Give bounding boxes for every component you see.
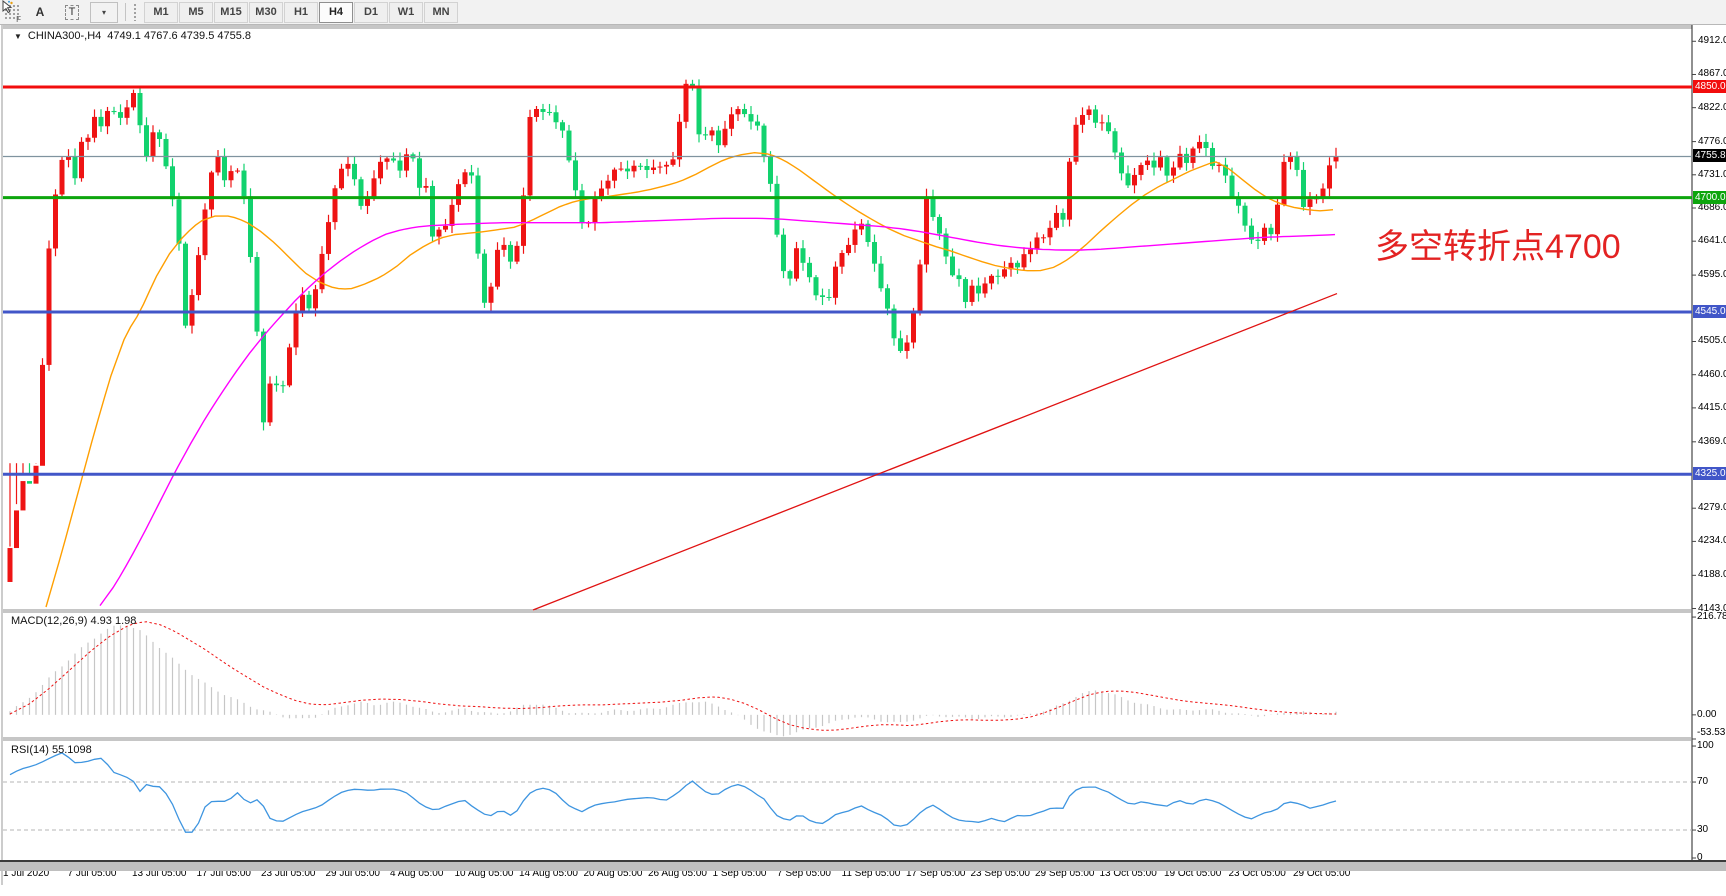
price-level-badge: 4325.0 [1693,467,1726,481]
timeframe-button-m1[interactable]: M1 [144,1,178,23]
macd-scale-label: -53.53 [1697,727,1726,738]
ma-slow-line [99,217,1336,607]
price-level-badge: 4700.0 [1693,190,1726,204]
time-axis-label: 11 Sep 05:00 [841,868,901,879]
time-axis-label: 17 Sep 05:00 [906,868,966,879]
pane-splitter-rsi[interactable] [0,737,1692,741]
timeframe-button-m15[interactable]: M15 [214,1,248,23]
toolbar-separator [125,3,126,21]
timeframe-toolbar: M1 M5 M15 M30 H1 H4 D1 W1 MN [144,1,459,23]
symbol-period-label: CHINA300-,H4 [27,30,102,42]
text-tool-button[interactable]: T [58,2,86,23]
price-tick-label: 4731.0 [1698,168,1726,180]
chart-title: ▼ CHINA300-,H4 4749.1 4767.6 4739.5 4755… [14,30,251,42]
time-axis-label: 14 Aug 05:00 [519,868,578,879]
time-axis-label: 4 Aug 05:00 [390,868,444,879]
price-tick-label: 4188.0 [1698,569,1726,581]
rsi-scale-label: 100 [1697,740,1714,752]
price-tick-label: 4867.0 [1698,68,1726,80]
time-axis-label: 7 Sep 05:00 [777,868,831,879]
time-axis-label: 23 Jul 05:00 [261,868,316,879]
price-level-badge: 4755.8 [1693,149,1726,163]
time-axis-label: 29 Oct 05:00 [1293,868,1351,879]
time-axis-label: 13 Oct 05:00 [1099,868,1157,879]
macd-signal-line [9,621,1337,731]
timeframe-grip-icon[interactable] [133,3,138,21]
ma-fast-line [45,151,1334,608]
time-axis-label: 20 Aug 05:00 [583,868,643,879]
price-tick-label: 4143.0 [1698,602,1726,614]
price-tick-label: 4505.0 [1698,335,1726,347]
time-axis-label: 1 Jul 2020 [3,868,50,879]
price-tick-label: 4460.0 [1698,368,1726,380]
time-axis-label: 1 Sep 05:00 [712,868,767,879]
chevron-down-icon: ▾ [101,7,106,17]
cursor-tool-button[interactable]: ▾ [2,0,118,23]
macd-scale-label: 0.00 [1697,708,1717,720]
chart-canvas[interactable] [0,25,1726,885]
price-tick-label: 4686.0 [1698,201,1726,213]
timeframe-button-mn[interactable]: MN [424,1,458,23]
timeframe-button-h1[interactable]: H1 [284,1,318,23]
price-tick-label: 4912.0 [1698,35,1726,47]
time-axis-label: 7 Jul 05:00 [67,868,117,879]
candles-layer [7,79,1339,582]
macd-histogram [9,625,1337,737]
time-axis-label: 10 Aug 05:00 [454,868,514,879]
annotate-tool-button[interactable]: A [35,5,45,19]
toolbar: F A T ▾ M1 M5 M15 M30 H1 H4 D1 W1 MN [0,0,1726,25]
timeframe-button-m5[interactable]: M5 [179,1,213,23]
price-tick-label: 4641.0 [1698,235,1726,247]
rsi-indicator-label: RSI(14) 55.1098 [11,744,92,756]
docked-panel-edge[interactable] [0,860,1726,871]
time-axis-label: 26 Aug 05:00 [648,868,707,879]
cursor-icon [2,0,13,14]
price-tick-label: 4415.0 [1698,401,1726,413]
price-tick-label: 4595.0 [1698,269,1726,281]
price-tick-label: 4776.0 [1698,135,1726,147]
price-tick-label: 4279.0 [1698,502,1726,514]
price-tick-label: 4822.0 [1698,101,1726,113]
trend-line [532,292,1338,611]
macd-scale-label: 216.78 [1697,611,1726,623]
time-axis-label: 17 Jul 05:00 [196,868,252,879]
time-axis-label: 29 Jul 05:00 [325,868,381,879]
rsi-line [9,752,1337,833]
chart-window: ▼ CHINA300-,H4 4749.1 4767.6 4739.5 4755… [0,25,1726,885]
pane-splitter-macd[interactable] [0,609,1692,613]
time-axis-label: 23 Sep 05:00 [970,868,1031,879]
price-tick-label: 4369.0 [1698,435,1726,447]
price-level-badge: 4850.0 [1693,80,1726,93]
rsi-scale-label: 30 [1697,824,1709,836]
price-tick-label: 4234.0 [1698,535,1726,547]
chart-menu-icon[interactable]: ▼ [14,31,22,41]
timeframe-button-m30[interactable]: M30 [249,1,283,23]
timeframe-button-h4[interactable]: H4 [319,1,353,23]
rsi-scale-label: 70 [1697,776,1709,788]
price-level-badge: 4545.0 [1693,304,1726,318]
rsi-scale-label: 0 [1697,852,1703,863]
macd-indicator-label: MACD(12,26,9) 4.93 1.98 [11,615,137,627]
timeframe-button-d1[interactable]: D1 [354,1,388,23]
chart-text-annotation: 多空转折点4700 [1375,228,1621,266]
time-axis-label: 29 Sep 05:00 [1035,868,1095,879]
time-axis-label: 13 Jul 05:00 [132,868,187,879]
time-axis-label: 19 Oct 05:00 [1164,868,1222,879]
ohlc-values: 4749.1 4767.6 4739.5 4755.8 [107,30,252,42]
timeframe-button-w1[interactable]: W1 [389,1,423,23]
time-axis-label: 23 Oct 05:00 [1228,868,1286,879]
